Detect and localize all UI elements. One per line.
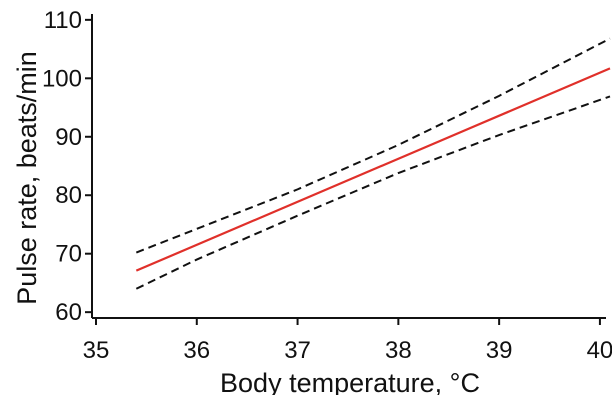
y-axis-title: Pulse rate, beats/min bbox=[12, 51, 42, 305]
x-tick-label: 39 bbox=[486, 337, 513, 364]
y-tick-label: 60 bbox=[55, 299, 82, 326]
y-tick-label: 100 bbox=[42, 65, 82, 92]
y-tick-label: 80 bbox=[55, 182, 82, 209]
lower-bound-line bbox=[135, 95, 611, 290]
y-tick-label: 90 bbox=[55, 124, 82, 151]
plot-area: 60 70 80 90 100 110 35 36 37 38 39 40 bbox=[42, 7, 612, 364]
upper-bound-line bbox=[135, 37, 611, 254]
x-tick-label: 38 bbox=[385, 337, 412, 364]
x-axis-ticks: 35 36 37 38 39 40 bbox=[83, 318, 612, 364]
x-tick-label: 37 bbox=[284, 337, 311, 364]
estimate-line bbox=[135, 67, 611, 272]
x-tick-label: 36 bbox=[183, 337, 210, 364]
series-layer bbox=[135, 37, 611, 290]
y-tick-label: 70 bbox=[55, 241, 82, 268]
x-axis-title: Body temperature, °C bbox=[220, 368, 480, 395]
y-tick-label: 110 bbox=[44, 7, 82, 34]
y-axis-ticks: 60 70 80 90 100 110 bbox=[42, 7, 92, 326]
x-tick-label: 40 bbox=[587, 337, 612, 364]
x-tick-label: 35 bbox=[83, 337, 110, 364]
